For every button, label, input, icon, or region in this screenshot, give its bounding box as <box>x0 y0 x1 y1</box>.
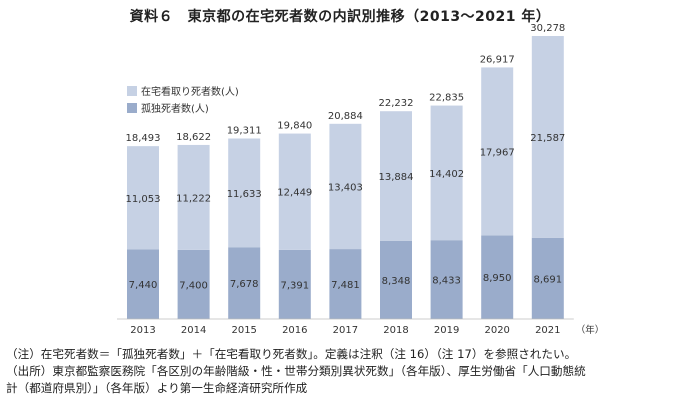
total-label-2021: 30,278 <box>530 23 565 34</box>
bar-mitori-2021 <box>531 36 564 238</box>
bar-mitori-2017 <box>329 123 362 250</box>
legend-label-1: 孤独死者数(人) <box>141 102 209 115</box>
bar-mitori-2013 <box>127 146 159 250</box>
value-label-mitori-2017: 13,403 <box>328 182 363 193</box>
bar-mitori-2020 <box>481 67 514 236</box>
legend-swatch-1 <box>127 103 137 113</box>
value-label-kodokushi-2021: 8,691 <box>533 274 562 285</box>
stacked-bar-chart: 在宅看取り死者数(人)孤独死者数(人) 7,44011,05318,4937,4… <box>117 23 605 336</box>
x-tick-label-2021: 2021 <box>535 325 560 336</box>
total-label-2013: 18,493 <box>126 133 161 144</box>
value-label-kodokushi-2014: 7,400 <box>179 280 208 291</box>
x-tick-label-2014: 2014 <box>181 325 206 336</box>
x-tick-label-2017: 2017 <box>333 325 358 336</box>
total-label-2015: 19,311 <box>227 126 262 137</box>
bar-kodokushi-2014 <box>177 249 210 319</box>
total-label-2014: 18,622 <box>176 132 211 143</box>
value-label-kodokushi-2015: 7,678 <box>230 279 259 290</box>
bars <box>127 36 564 319</box>
value-label-kodokushi-2017: 7,481 <box>331 280 360 291</box>
legend-swatch-0 <box>127 86 137 96</box>
value-label-kodokushi-2020: 8,950 <box>483 273 512 284</box>
bar-mitori-2016 <box>278 133 311 250</box>
value-label-mitori-2020: 17,967 <box>480 147 515 158</box>
total-label-2017: 20,884 <box>328 111 363 122</box>
total-label-2020: 26,917 <box>480 54 515 65</box>
total-label-2019: 22,835 <box>429 93 464 104</box>
x-tick-label-2016: 2016 <box>282 325 307 336</box>
value-label-mitori-2014: 11,222 <box>176 193 211 204</box>
x-tick-label-2019: 2019 <box>434 325 459 336</box>
value-label-mitori-2018: 13,884 <box>379 172 414 183</box>
footnote-source: （出所）東京都監察医務院「各区別の年齢階級・性・世帯分類別異状死数」（各年版）、… <box>6 364 586 378</box>
value-label-mitori-2019: 14,402 <box>429 169 464 180</box>
bar-kodokushi-2013 <box>127 249 159 319</box>
value-label-mitori-2015: 11,633 <box>227 189 262 200</box>
footnotes: （注）在宅死者数＝「孤独死者数」＋「在宅看取り死者数」。定義は注釈（注 16）（… <box>6 346 676 397</box>
legend-label-0: 在宅看取り死者数(人) <box>141 85 239 98</box>
value-label-mitori-2016: 12,449 <box>277 188 312 199</box>
footnote-definition: （注）在宅死者数＝「孤独死者数」＋「在宅看取り死者数」。定義は注釈（注 16）（… <box>6 347 577 361</box>
x-tick-label-2018: 2018 <box>383 325 408 336</box>
bar-kodokushi-2017 <box>329 249 362 319</box>
value-label-kodokushi-2018: 8,348 <box>382 276 411 287</box>
bar-kodokushi-2018 <box>380 240 412 319</box>
bar-kodokushi-2021 <box>531 237 564 319</box>
x-axis-unit-label: （年） <box>576 324 605 336</box>
x-tick-label-2020: 2020 <box>484 325 509 336</box>
bar-mitori-2019 <box>430 105 463 241</box>
x-axis: 2013 2014 2015 2016 2017 2018 2019 2020 2021 （年） <box>117 318 605 336</box>
data-labels: 7,440 11,053 18,493 7,400 11,222 18,622 7,678 1… <box>126 23 566 291</box>
bar-kodokushi-2016 <box>278 249 311 319</box>
chart-title: 資料６ 東京都の在宅死者数の内訳別推移（2013～2021 年） <box>129 9 551 25</box>
value-label-mitori-2013: 11,053 <box>126 194 161 205</box>
bar-kodokushi-2020 <box>481 235 514 319</box>
value-label-mitori-2021: 21,587 <box>530 133 565 144</box>
x-tick-label-2013: 2013 <box>130 325 155 336</box>
total-label-2018: 22,232 <box>379 98 414 109</box>
bar-kodokushi-2019 <box>430 240 463 319</box>
x-tick-label-2015: 2015 <box>231 325 256 336</box>
legend: 在宅看取り死者数(人) 孤独死者数(人) <box>127 85 239 115</box>
bar-mitori-2015 <box>228 138 261 248</box>
footnote-source-continued: 計（都道府県別）」（各年版）より第一生命経済研究所作成 <box>6 381 308 395</box>
bar-kodokushi-2015 <box>228 247 261 319</box>
bar-mitori-2014 <box>177 144 210 250</box>
value-label-kodokushi-2019: 8,433 <box>432 276 461 287</box>
value-label-kodokushi-2016: 7,391 <box>280 280 309 291</box>
value-label-kodokushi-2013: 7,440 <box>129 280 158 291</box>
bar-mitori-2018 <box>380 111 412 241</box>
total-label-2016: 19,840 <box>277 121 312 132</box>
